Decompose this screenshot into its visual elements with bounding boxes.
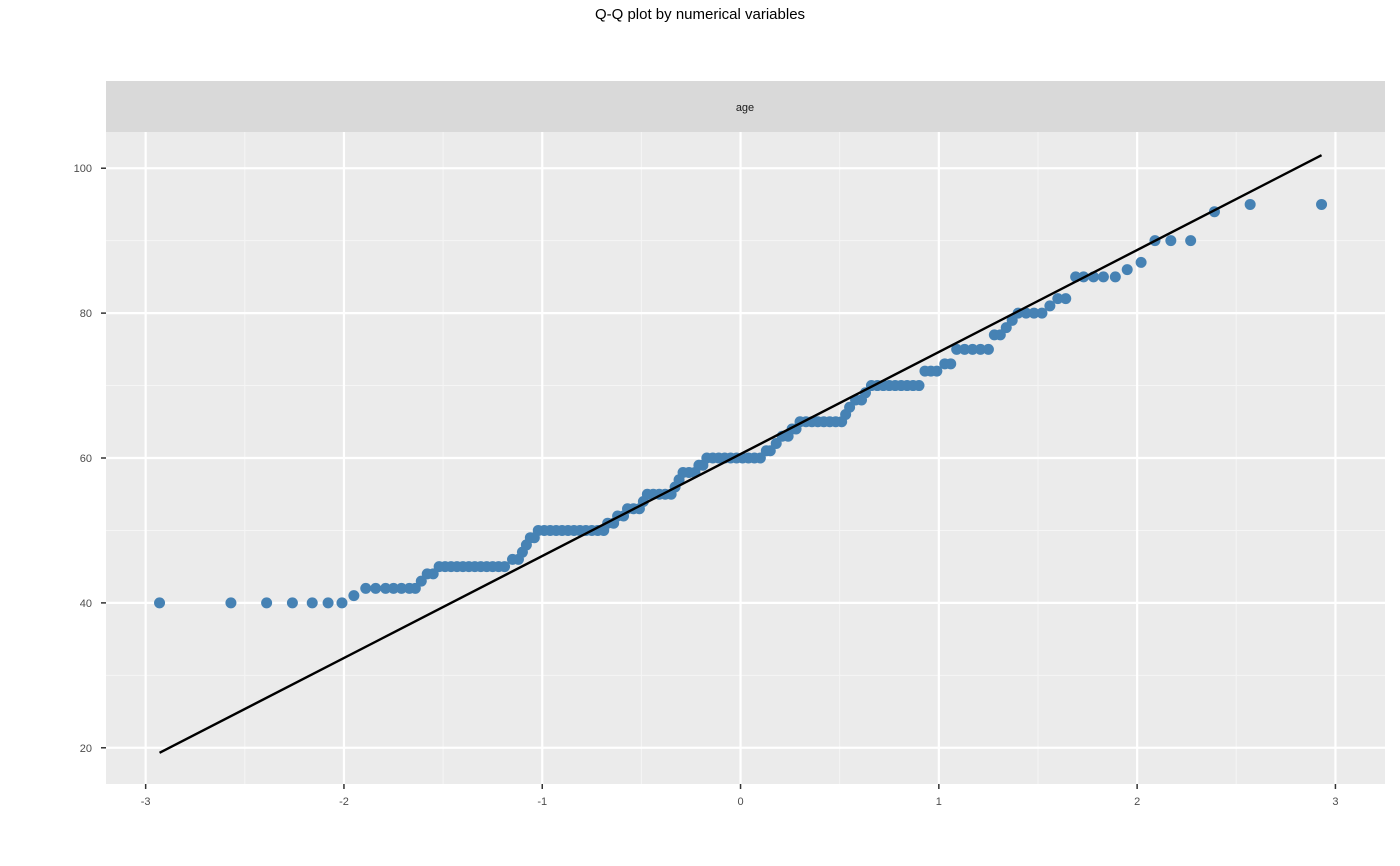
qq-point [1020, 307, 1032, 319]
qq-point [1135, 256, 1147, 268]
qq-point [1109, 271, 1121, 283]
qq-point [913, 380, 925, 392]
qq-point [154, 597, 166, 609]
x-tick-label: 0 [737, 796, 743, 808]
qq-point [370, 582, 382, 594]
qq-point [1000, 322, 1012, 334]
y-tick-label: 80 [80, 308, 92, 320]
qq-point [945, 358, 957, 370]
reference-line [158, 154, 1323, 754]
qq-point [499, 561, 511, 573]
qq-point [974, 343, 986, 355]
qq-point [1006, 314, 1018, 326]
qq-point [322, 597, 334, 609]
qq-point [994, 329, 1006, 341]
major-gridlines [106, 132, 1385, 784]
qq-point [1097, 271, 1109, 283]
qq-point [409, 582, 421, 594]
x-tick-label: 3 [1332, 796, 1338, 808]
qq-point [1044, 300, 1056, 312]
facet-strip-label: age [736, 102, 754, 114]
qq-point [427, 568, 439, 580]
x-tick-label: -2 [339, 796, 349, 808]
y-tick-label: 20 [80, 743, 92, 755]
qq-point [951, 343, 963, 355]
qq-point [770, 438, 782, 450]
qq-point [395, 582, 407, 594]
qq-point [380, 582, 392, 594]
qq-point [1244, 198, 1256, 210]
x-tick-label: -3 [141, 796, 151, 808]
qq-point [982, 343, 994, 355]
qq-point [336, 597, 348, 609]
qq-point [1165, 235, 1177, 247]
qq-point [967, 343, 979, 355]
qq-point [1028, 307, 1040, 319]
qq-point [1036, 307, 1048, 319]
qq-point [261, 597, 273, 609]
qq-point [306, 597, 318, 609]
qq-point [1121, 264, 1133, 276]
qq-point [286, 597, 298, 609]
chart-title: Q-Q plot by numerical variables [594, 6, 806, 23]
x-tick-label: -1 [537, 796, 547, 808]
qq-point [225, 597, 237, 609]
qq-point [1060, 293, 1072, 305]
x-tick-label: 2 [1134, 796, 1140, 808]
qq-point [1316, 198, 1328, 210]
qq-point [348, 590, 360, 602]
facet-strip [106, 81, 1385, 132]
qq-point [1052, 293, 1064, 305]
qq-point [415, 575, 427, 587]
y-tick-label: 60 [80, 453, 92, 465]
qq-point [844, 401, 856, 413]
y-axis: 20 40 60 80 100 [74, 163, 106, 755]
qq-point [931, 365, 943, 377]
y-tick-label: 40 [80, 598, 92, 610]
qq-point [764, 445, 776, 457]
qq-point [754, 452, 766, 464]
qq-point [1185, 235, 1197, 247]
qq-reference-line [158, 154, 1323, 754]
y-tick-label: 100 [74, 163, 92, 175]
qq-point [388, 582, 400, 594]
qq-point [360, 582, 372, 594]
qq-point [959, 343, 971, 355]
x-tick-label: 1 [936, 796, 942, 808]
x-axis: -3 -2 -1 0 1 2 3 [141, 784, 1338, 808]
